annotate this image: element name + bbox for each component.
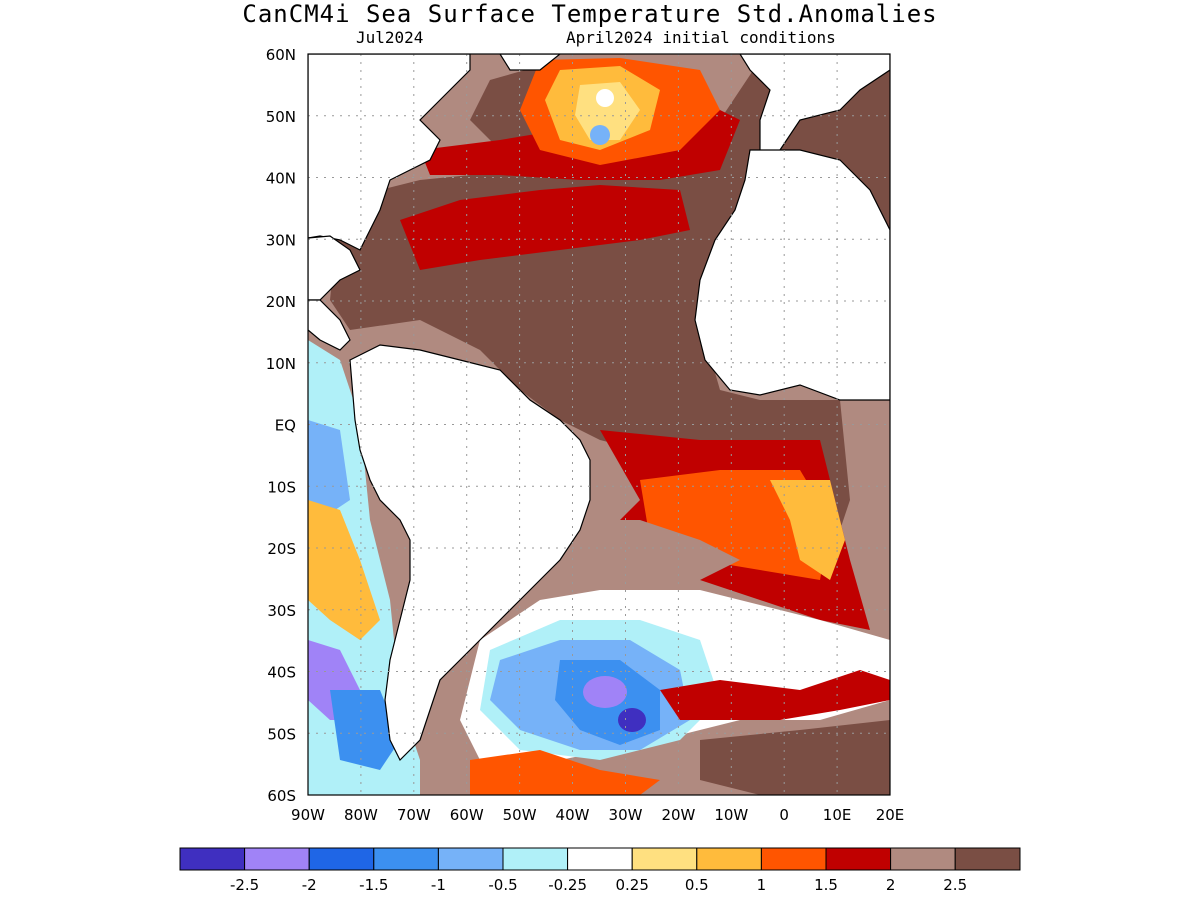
anomaly-region-southern-warm-band <box>660 670 890 720</box>
colorbar-label: 2.5 <box>943 876 967 894</box>
lat-label: 60N <box>266 46 296 64</box>
graticule <box>308 54 890 795</box>
anomaly-region-mild-northeast <box>575 82 640 140</box>
colorbar-swatch <box>696 847 762 871</box>
colorbar-swatch <box>244 847 310 871</box>
lat-label: 60S <box>267 787 296 805</box>
lat-label: 50N <box>266 108 296 126</box>
lon-label: 10W <box>714 806 748 824</box>
land-central-america <box>308 299 351 351</box>
lat-label: 50S <box>267 725 296 743</box>
lon-label: 20E <box>876 806 905 824</box>
colorbar-label: 0.25 <box>615 876 648 894</box>
lon-label: 50W <box>503 806 537 824</box>
lon-label: 60W <box>450 806 484 824</box>
colorbar <box>179 847 1021 871</box>
lat-label: 20S <box>267 540 296 558</box>
colorbar-swatch <box>631 847 698 871</box>
colorbar-swatch <box>825 847 892 871</box>
map-title: CanCM4i Sea Surface Temperature Std.Anom… <box>242 0 938 28</box>
lon-label: 40W <box>556 806 590 824</box>
colorbar-label: -2.5 <box>230 876 259 894</box>
latitude-labels: 60N 50N 40N 30N 20N 10N EQ 10S 20S 30S 4… <box>266 46 296 805</box>
map-panel <box>308 54 890 795</box>
anomaly-region-far-south-warm <box>700 720 890 795</box>
anomaly-region-warm-band <box>400 185 690 270</box>
initial-conditions: April2024 initial conditions <box>566 28 836 47</box>
colorbar-label: 2 <box>886 876 896 894</box>
lon-label: 10E <box>823 806 852 824</box>
colorbar-swatch <box>308 847 375 871</box>
anomaly-region-southern-purple-dark <box>618 708 646 732</box>
colorbar-label: -1 <box>431 876 446 894</box>
anomaly-region-southern-purple <box>583 676 627 708</box>
lon-label: 20W <box>661 806 695 824</box>
anomaly-cool-spot-north <box>590 125 610 145</box>
lat-label: 40S <box>267 664 296 682</box>
land-south-america <box>349 344 591 762</box>
colorbar-swatch <box>437 847 504 871</box>
lon-label: 90W <box>291 806 325 824</box>
lon-label: 30W <box>609 806 643 824</box>
colorbar-label: 1 <box>757 876 767 894</box>
colorbar-swatch <box>373 847 439 871</box>
lon-label: 70W <box>397 806 431 824</box>
colorbar-swatch <box>567 847 633 871</box>
lon-label: 80W <box>344 806 378 824</box>
longitude-labels: 90W 80W 70W 60W 50W 40W 30W 20W 10W 0 10… <box>291 806 904 824</box>
colorbar-label: 1.5 <box>814 876 838 894</box>
colorbar-labels: -2.5 -2 -1.5 -1 -0.5 -0.25 0.25 0.5 1 1.… <box>230 876 967 894</box>
anomaly-region-south-light-orange <box>770 480 845 580</box>
anomaly-region-south-brown <box>580 520 740 580</box>
colorbar-label: -1.5 <box>359 876 388 894</box>
colorbar-label: -2 <box>302 876 317 894</box>
land-iberia-africa <box>694 149 890 401</box>
colorbar-swatch <box>179 847 246 871</box>
lat-label: 30N <box>266 231 296 249</box>
land-greenland-edge <box>499 54 561 71</box>
lat-label: 20N <box>266 293 296 311</box>
anomaly-region-pacific-blue-dark <box>330 690 400 770</box>
colorbar-label: -0.25 <box>548 876 587 894</box>
anomaly-region-pacific-warm <box>308 500 380 640</box>
lon-label: 0 <box>779 806 789 824</box>
lat-label: 10N <box>266 355 296 373</box>
lat-label: EQ <box>275 417 296 435</box>
colorbar-swatch <box>954 847 1021 871</box>
colorbar-label: 0.5 <box>685 876 709 894</box>
colorbar-swatch <box>760 847 827 871</box>
colorbar-label: -0.5 <box>488 876 517 894</box>
land-europe <box>739 54 890 161</box>
anomaly-region-far-south-orange <box>470 750 660 795</box>
map-frame <box>307 53 891 796</box>
lat-label: 10S <box>267 478 296 496</box>
lat-label: 40N <box>266 170 296 188</box>
colorbar-swatch <box>890 847 956 871</box>
lat-label: 30S <box>267 602 296 620</box>
forecast-month: Jul2024 <box>356 28 424 47</box>
colorbar-swatch <box>502 847 569 871</box>
neutral-spot-north <box>596 89 614 107</box>
